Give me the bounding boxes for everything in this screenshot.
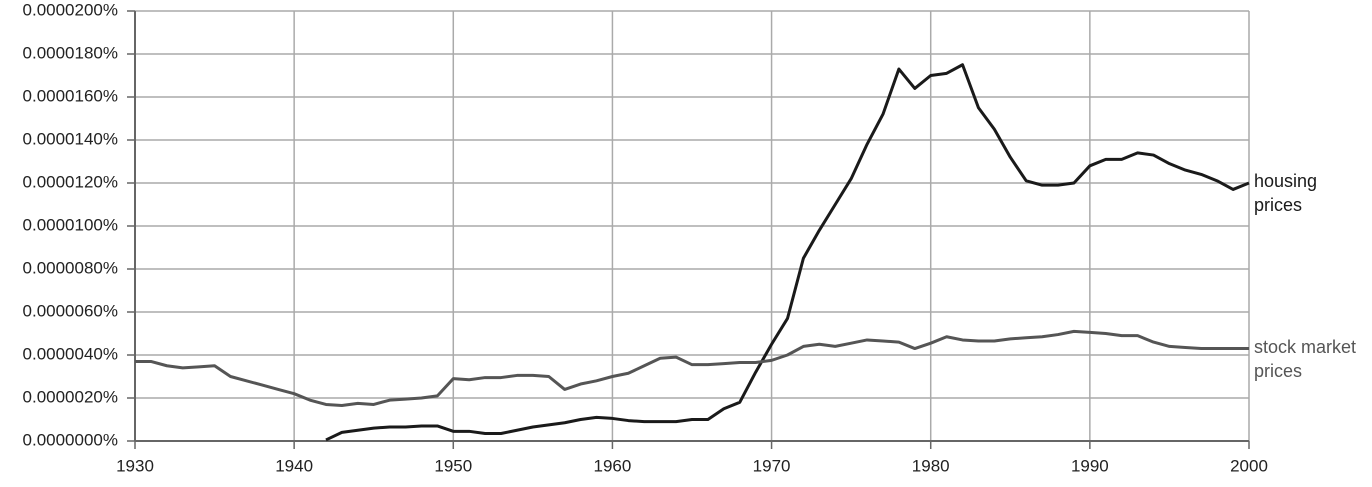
y-tick-label: 0.0000080%	[23, 258, 118, 277]
x-tick-label: 1960	[594, 456, 632, 475]
series-label: stock market prices	[1254, 336, 1357, 381]
x-tick-label: 1930	[116, 456, 154, 475]
y-tick-label: 0.0000060%	[23, 301, 118, 320]
series-line	[135, 329, 1249, 408]
y-tick-label: 0.0000120%	[23, 172, 118, 191]
series-line	[325, 63, 1250, 442]
x-tick-label: 2000	[1230, 456, 1268, 475]
y-tick-label: 0.0000000%	[23, 430, 118, 449]
x-tick-label: 1990	[1071, 456, 1109, 475]
x-tick-label: 1950	[434, 456, 472, 475]
y-tick-label: 0.0000100%	[23, 215, 118, 234]
y-tick-label: 0.0000160%	[23, 86, 118, 105]
y-tick-label: 0.0000180%	[23, 43, 118, 62]
y-tick-label: 0.0000020%	[23, 387, 118, 406]
series-label: housing prices	[1254, 171, 1318, 215]
x-tick-label: 1940	[275, 456, 313, 475]
y-tick-label: 0.0000140%	[23, 129, 118, 148]
y-tick-label: 0.0000040%	[23, 344, 118, 363]
y-tick-label: 0.0000200%	[23, 0, 118, 19]
x-tick-label: 1980	[912, 456, 950, 475]
x-tick-label: 1970	[753, 456, 791, 475]
